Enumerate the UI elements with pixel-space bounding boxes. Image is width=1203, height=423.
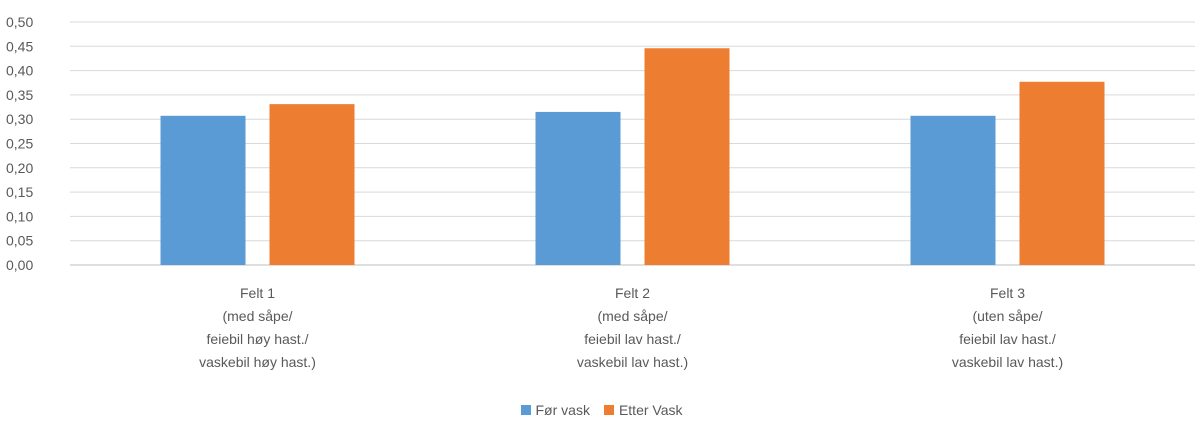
legend-item-series-2: Etter Vask bbox=[603, 402, 683, 418]
y-tick-label: 0,20 bbox=[6, 160, 33, 176]
legend-item-series-1: Før vask bbox=[520, 402, 590, 418]
bars bbox=[160, 48, 1105, 265]
legend-label-series-1: Før vask bbox=[535, 402, 590, 418]
y-tick-label: 0,00 bbox=[6, 257, 33, 273]
category-label-2-line-1: Felt 2 bbox=[615, 285, 650, 301]
y-tick-label: 0,10 bbox=[6, 208, 33, 224]
gridlines bbox=[70, 21, 1195, 266]
category-label-3-line-3: feiebil lav hast./ bbox=[959, 331, 1056, 347]
category-label-1-line-2: (med såpe/ bbox=[222, 308, 292, 324]
category-label-2-line-4: vaskebil lav hast.) bbox=[577, 354, 688, 370]
category-label-3-line-2: (uten såpe/ bbox=[972, 308, 1042, 324]
x-axis-category-labels: Felt 1 (med såpe/feiebil høy hast./ vaskeb… bbox=[199, 285, 1063, 370]
legend-label-series-2: Etter Vask bbox=[618, 402, 683, 418]
y-tick-label: 0,15 bbox=[6, 184, 33, 200]
y-tick-label: 0,05 bbox=[6, 233, 33, 249]
bar-series-2-category-1 bbox=[269, 104, 355, 265]
bar-series-2-category-2 bbox=[644, 48, 730, 265]
y-tick-label: 0,30 bbox=[6, 111, 33, 127]
category-label-1-line-3: feiebil høy hast./ bbox=[207, 331, 309, 347]
y-tick-label: 0,50 bbox=[6, 14, 33, 30]
category-label-3-line-1: Felt 3 bbox=[990, 285, 1025, 301]
category-label-3-line-4: vaskebil lav hast.) bbox=[952, 354, 1063, 370]
bar-series-1-category-1 bbox=[160, 115, 246, 265]
legend-swatch-series-2 bbox=[603, 405, 614, 415]
category-label-2-line-2: (med såpe/ bbox=[597, 308, 667, 324]
category-label-2-line-3: feiebil lav hast./ bbox=[584, 331, 681, 347]
y-tick-label: 0,25 bbox=[6, 136, 33, 152]
legend: Før vask Etter Vask bbox=[0, 402, 1203, 418]
bar-series-2-category-3 bbox=[1019, 81, 1105, 265]
category-label-1-line-1: Felt 1 bbox=[240, 285, 275, 301]
legend-swatch-series-1 bbox=[520, 405, 531, 415]
bar-series-1-category-3 bbox=[910, 115, 996, 265]
y-axis-tick-labels: 0,00 0,05 0,10 0,15 0,20 0,25 0,30 0,35 0,40 0,45… bbox=[6, 14, 33, 273]
y-tick-label: 0,35 bbox=[6, 87, 33, 103]
bar-series-1-category-2 bbox=[535, 111, 621, 265]
y-tick-label: 0,40 bbox=[6, 63, 33, 79]
bar-chart: 0,00 0,05 0,10 0,15 0,20 0,25 0,30 0,35 0,40 0,45… bbox=[6, 14, 1195, 370]
category-label-1-line-4: vaskebil høy hast.) bbox=[199, 354, 316, 370]
y-tick-label: 0,45 bbox=[6, 38, 33, 54]
